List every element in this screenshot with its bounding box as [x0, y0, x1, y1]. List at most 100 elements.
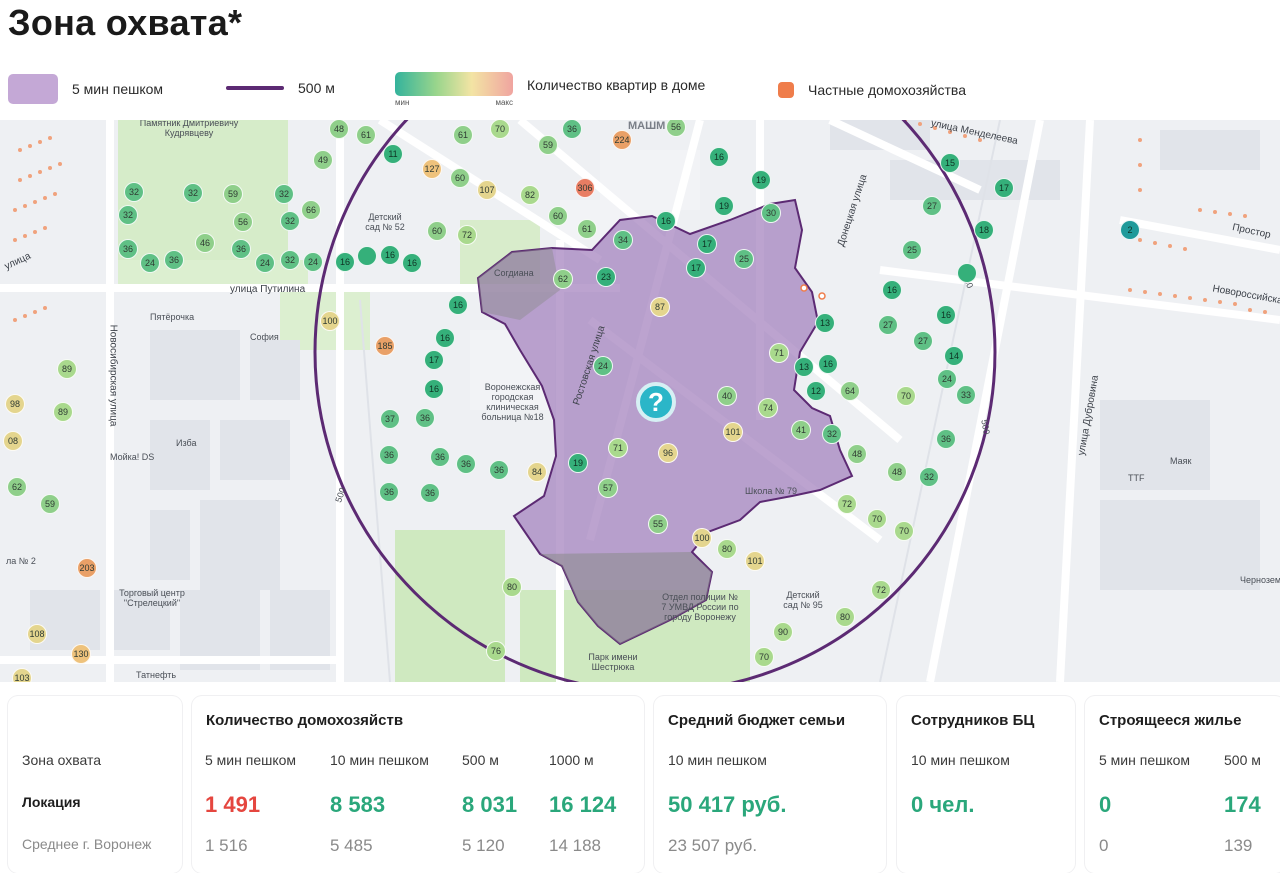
building-marker[interactable]: 16 — [882, 280, 902, 300]
building-marker[interactable]: 62 — [553, 269, 573, 289]
building-marker[interactable]: 18 — [974, 220, 994, 240]
building-marker[interactable]: 17 — [697, 234, 717, 254]
building-marker[interactable]: 56 — [666, 120, 686, 137]
building-marker[interactable]: 16 — [335, 252, 355, 272]
building-marker[interactable]: 16 — [936, 305, 956, 325]
building-marker[interactable]: 34 — [613, 230, 633, 250]
building-marker[interactable]: 101 — [723, 422, 743, 442]
building-marker[interactable]: 24 — [303, 252, 323, 272]
building-marker[interactable]: 37 — [380, 409, 400, 429]
building-marker[interactable]: 19 — [751, 170, 771, 190]
building-marker[interactable]: 80 — [502, 577, 522, 597]
building-marker[interactable]: 82 — [520, 185, 540, 205]
building-marker[interactable]: 33 — [956, 385, 976, 405]
building-marker[interactable]: 27 — [913, 331, 933, 351]
building-marker[interactable]: 36 — [420, 483, 440, 503]
building-marker[interactable]: 27 — [878, 315, 898, 335]
building-marker[interactable]: 36 — [562, 120, 582, 139]
building-marker[interactable]: 41 — [791, 420, 811, 440]
building-marker[interactable]: 24 — [140, 253, 160, 273]
building-marker[interactable]: 80 — [717, 539, 737, 559]
building-marker[interactable]: 36 — [379, 482, 399, 502]
building-marker[interactable]: 48 — [329, 120, 349, 139]
building-marker[interactable]: 36 — [164, 250, 184, 270]
building-marker[interactable]: 16 — [402, 253, 422, 273]
building-marker[interactable]: 62 — [7, 477, 27, 497]
building-marker[interactable]: 84 — [527, 462, 547, 482]
building-marker[interactable]: 48 — [887, 462, 907, 482]
building-marker[interactable]: 36 — [379, 445, 399, 465]
building-marker[interactable]: 32 — [280, 250, 300, 270]
building-marker[interactable]: 2 — [1120, 220, 1140, 240]
building-marker[interactable]: 17 — [994, 178, 1014, 198]
building-marker[interactable]: 61 — [453, 125, 473, 145]
building-marker[interactable]: 19 — [568, 453, 588, 473]
building-marker[interactable]: 16 — [448, 295, 468, 315]
building-marker[interactable]: 32 — [919, 467, 939, 487]
building-marker[interactable]: 57 — [598, 478, 618, 498]
building-marker[interactable]: 16 — [709, 147, 729, 167]
building-marker[interactable]: 56 — [233, 212, 253, 232]
building-marker[interactable]: 60 — [427, 221, 447, 241]
building-marker[interactable]: 59 — [538, 135, 558, 155]
building-marker[interactable]: 108 — [27, 624, 47, 644]
building-marker[interactable]: 25 — [734, 249, 754, 269]
building-marker[interactable]: 185 — [375, 336, 395, 356]
building-marker[interactable]: 224 — [612, 130, 632, 150]
building-marker[interactable]: 100 — [320, 311, 340, 331]
building-marker[interactable]: 203 — [77, 558, 97, 578]
building-marker[interactable]: 32 — [118, 205, 138, 225]
building-marker[interactable]: 49 — [313, 150, 333, 170]
building-marker[interactable]: 32 — [183, 183, 203, 203]
building-marker[interactable]: 32 — [124, 182, 144, 202]
building-marker[interactable]: 36 — [231, 239, 251, 259]
building-marker[interactable]: 32 — [822, 424, 842, 444]
building-marker[interactable]: 36 — [118, 239, 138, 259]
building-marker[interactable]: 59 — [40, 494, 60, 514]
building-marker[interactable]: 80 — [835, 607, 855, 627]
building-marker[interactable]: 55 — [648, 514, 668, 534]
building-marker[interactable]: 100 — [692, 528, 712, 548]
building-marker[interactable]: 60 — [548, 206, 568, 226]
building-marker[interactable]: 13 — [794, 357, 814, 377]
building-marker[interactable]: 96 — [658, 443, 678, 463]
building-marker[interactable]: 127 — [422, 159, 442, 179]
building-marker[interactable]: 107 — [477, 180, 497, 200]
building-marker[interactable]: 89 — [53, 402, 73, 422]
building-marker[interactable]: 14 — [944, 346, 964, 366]
building-marker[interactable]: 90 — [773, 622, 793, 642]
building-marker[interactable]: 32 — [280, 211, 300, 231]
coverage-map[interactable]: 500 500 500 улица Путилина Ростовская ул… — [0, 120, 1280, 682]
building-marker[interactable]: 101 — [745, 551, 765, 571]
building-marker[interactable]: 23 — [596, 267, 616, 287]
building-marker[interactable]: 71 — [769, 343, 789, 363]
building-marker[interactable]: 40 — [717, 386, 737, 406]
building-marker[interactable]: 72 — [871, 580, 891, 600]
building-marker[interactable]: 30 — [761, 203, 781, 223]
building-marker[interactable]: 24 — [937, 369, 957, 389]
building-marker[interactable]: 36 — [456, 454, 476, 474]
building-marker[interactable]: 61 — [356, 125, 376, 145]
building-marker[interactable]: 59 — [223, 184, 243, 204]
building-marker[interactable]: 27 — [922, 196, 942, 216]
building-marker[interactable]: 19 — [714, 196, 734, 216]
building-marker[interactable]: 16 — [380, 245, 400, 265]
building-marker[interactable]: 36 — [936, 429, 956, 449]
building-marker[interactable]: 64 — [840, 381, 860, 401]
building-marker[interactable]: 306 — [575, 178, 595, 198]
building-marker[interactable]: 16 — [435, 328, 455, 348]
building-marker[interactable]: 16 — [656, 211, 676, 231]
building-marker[interactable]: 36 — [489, 460, 509, 480]
question-icon[interactable]: ? — [636, 382, 676, 422]
building-marker[interactable] — [957, 263, 977, 283]
building-marker[interactable]: 36 — [415, 408, 435, 428]
building-marker[interactable]: 12 — [806, 381, 826, 401]
building-marker[interactable]: 11 — [383, 144, 403, 164]
building-marker[interactable]: 61 — [577, 219, 597, 239]
building-marker[interactable]: 13 — [815, 313, 835, 333]
building-marker[interactable]: 24 — [593, 356, 613, 376]
building-marker[interactable]: 24 — [255, 253, 275, 273]
building-marker[interactable]: 16 — [424, 379, 444, 399]
building-marker[interactable]: 98 — [5, 394, 25, 414]
building-marker[interactable]: 60 — [450, 168, 470, 188]
